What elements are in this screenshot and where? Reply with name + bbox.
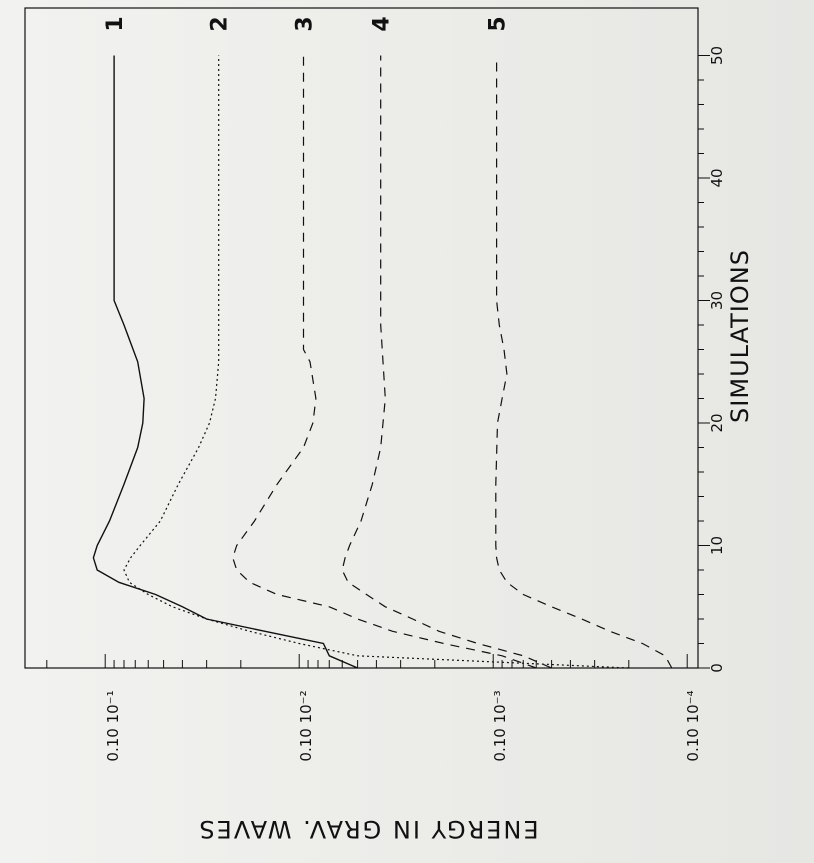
label-layer: 1 2 3 4 5	[103, 16, 511, 31]
series-label-3: 3	[293, 16, 318, 31]
series-label-5: 5	[486, 16, 511, 31]
y-tick-label: 0.10 10⁻²	[297, 690, 315, 761]
x-axis-label: SIMULATIONS	[726, 249, 754, 423]
x-tick-label: 40	[708, 168, 726, 187]
series-label-2: 2	[208, 16, 233, 31]
y-tick-label: 0.10 10⁻⁴	[684, 690, 702, 761]
series-line-1	[92, 55, 358, 669]
x-tick-label: 20	[708, 413, 726, 432]
series-layer	[92, 55, 673, 669]
y-tick-label: 0.10 10⁻¹	[104, 690, 122, 761]
y-axis-ticks: 0.10 10⁻¹ 0.10 10⁻² 0.10 10⁻³ 0.10 10⁻⁴	[46, 654, 702, 762]
series-line-3	[232, 55, 537, 669]
x-tick-label: 30	[708, 291, 726, 310]
series-line-4	[341, 55, 552, 669]
plot-frame	[24, 7, 699, 669]
series-line-5	[495, 55, 673, 669]
series-label-4: 4	[370, 16, 395, 31]
x-tick-label: 10	[708, 536, 726, 555]
x-tick-label: 0	[708, 663, 726, 673]
series-label-1: 1	[103, 16, 128, 31]
x-axis-ticks: 0 10 20 30 40 50	[698, 46, 726, 673]
series-line-2	[123, 55, 629, 669]
y-tick-label: 0.10 10⁻³	[491, 690, 509, 761]
x-tick-label: 50	[708, 46, 726, 65]
y-axis-label: ENERGY IN GRAV. WAVES	[197, 815, 538, 843]
